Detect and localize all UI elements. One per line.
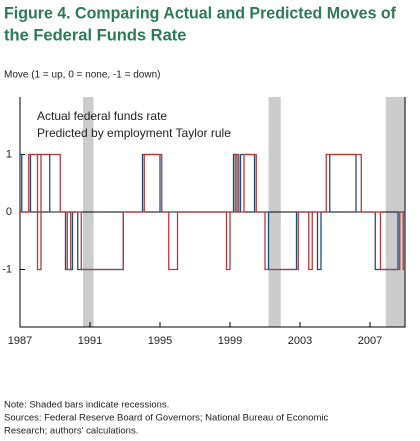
chart-title-line: Figure 4. Comparing Actual and Predicted… — [4, 4, 396, 22]
note: Sources: Federal Reserve Board of Govern… — [4, 413, 328, 424]
note: Research; authors' calculations. — [4, 426, 138, 437]
y-tick-label: -1 — [2, 263, 12, 275]
series-line — [20, 153, 405, 271]
legend-entry: Predicted by employment Taylor rule — [37, 126, 231, 140]
chart-title-line: the Federal Funds Rate — [4, 26, 186, 44]
legend-entry: Actual federal funds rate — [37, 109, 167, 123]
y-tick-label: 1 — [6, 148, 12, 160]
x-tick-label: 2007 — [358, 335, 382, 347]
series-line — [20, 153, 405, 271]
x-tick-label: 1995 — [148, 335, 172, 347]
x-tick-label: 1999 — [218, 335, 242, 347]
x-tick-label: 2003 — [288, 335, 312, 347]
y-tick-label: 0 — [6, 206, 12, 218]
x-tick-label: 1991 — [78, 335, 102, 347]
x-tick-label: 1987 — [8, 335, 32, 347]
subtitle: Move (1 = up, 0 = none, -1 = down) — [4, 70, 160, 81]
note: Note: Shaded bars indicate recessions. — [4, 400, 169, 411]
